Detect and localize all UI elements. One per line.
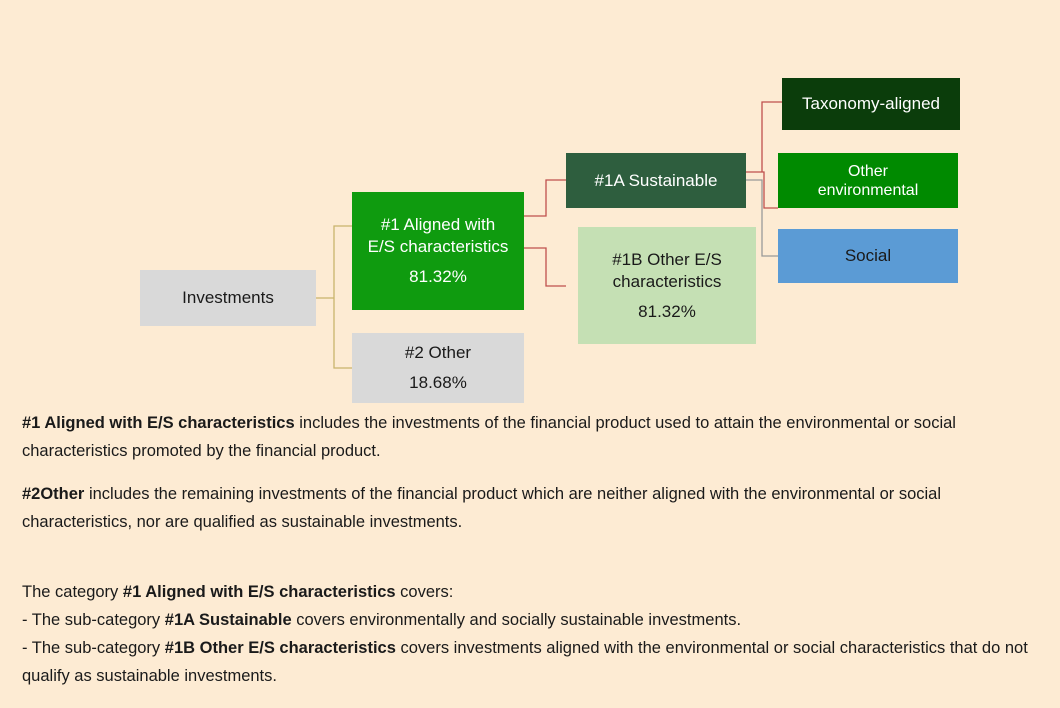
node-label: #1A Sustainable (594, 170, 718, 190)
text: The category (22, 583, 119, 601)
node-label: Other environmental (817, 162, 919, 199)
node-sustainable: #1A Sustainable (566, 153, 746, 208)
term: #1B Other E/S characteristics (164, 639, 396, 657)
node-label: Taxonomy-aligned (802, 94, 940, 113)
text: covers investments aligned with the envi… (22, 639, 1028, 685)
node-value: 81.32% (409, 267, 467, 286)
text: - The sub-category (22, 639, 161, 657)
definition: #2Other includes the remaining investmen… (22, 480, 1042, 536)
node-label: #1B Other E/S characteristics (612, 249, 722, 291)
node-label: Social (844, 246, 892, 265)
term: #1A Sustainable (164, 611, 292, 629)
node-aligned: #1 Aligned with E/S characteristics 81.32… (352, 192, 524, 310)
category-item: - The sub-category #1B Other E/S charact… (22, 634, 1042, 690)
node-label: #2 Other (404, 343, 472, 362)
category-item: - The sub-category #1A Sustainable cover… (22, 606, 1042, 634)
definition: #1 Aligned with E/S characteristics incl… (22, 409, 1042, 465)
term: #2Other (22, 485, 85, 503)
node-other: #2 Other 18.68% (352, 333, 524, 403)
connector (746, 101, 782, 209)
node-social: Social (778, 229, 958, 283)
node-label: #1 Aligned with E/S characteristics (367, 215, 509, 256)
connector (316, 225, 352, 369)
node-value: 18.68% (409, 373, 467, 392)
connector (746, 179, 778, 257)
node-other-es: #1B Other E/S characteristics 81.32% (578, 227, 756, 344)
definition-text: includes the remaining investments of th… (22, 485, 942, 531)
category-intro: The category #1 Aligned with E/S charact… (22, 578, 1042, 606)
node-label: Investments (182, 288, 274, 307)
term: #1 Aligned with E/S characteristics (122, 583, 396, 601)
connector (524, 179, 566, 287)
definition-text: includes the investments of the financia… (22, 414, 956, 460)
definitions: #1 Aligned with E/S characteristics incl… (22, 409, 1042, 536)
term: #1 Aligned with E/S characteristics (22, 414, 295, 432)
text: covers: (400, 583, 454, 601)
category: The category #1 Aligned with E/S charact… (22, 578, 1042, 690)
node-value: 81.32% (638, 301, 696, 321)
node-investments: Investments (140, 270, 316, 326)
node-taxonomy: Taxonomy-aligned (782, 78, 960, 130)
text: - The sub-category (22, 611, 161, 629)
node-other-env: Other environmental (778, 153, 958, 208)
text: covers environmentally and socially sust… (296, 611, 742, 629)
